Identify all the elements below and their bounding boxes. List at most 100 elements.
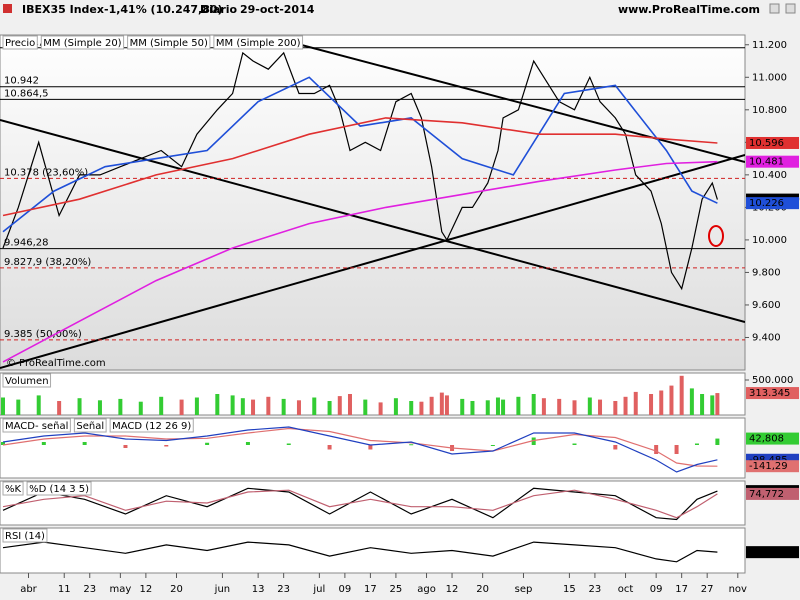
legend-box <box>26 481 92 496</box>
value-badge-label: 42,808 <box>749 434 784 445</box>
site: www.ProRealTime.com <box>618 3 760 16</box>
legend-label: Precio <box>5 38 35 49</box>
x-tick-label: 17 <box>364 584 377 595</box>
date: 29-oct-2014 <box>240 3 315 16</box>
level-label: 9.946,28 <box>4 238 49 249</box>
x-tick-label: 12 <box>446 584 459 595</box>
x-tick-label: 13 <box>252 584 265 595</box>
x-tick-label: sep <box>515 584 533 595</box>
legend-box <box>73 418 107 433</box>
bar <box>286 443 291 445</box>
bar <box>531 394 536 415</box>
period: Diario <box>200 3 238 16</box>
bar <box>337 396 342 415</box>
value-badge-label: -141,29 <box>749 461 788 472</box>
value-badge-label: 10.481 <box>749 157 784 168</box>
level-label: 9.385 (50,00%) <box>4 329 82 340</box>
bar <box>613 445 618 450</box>
value-badge-label: 10.226 <box>749 198 784 209</box>
x-tick-label: 25 <box>390 584 403 595</box>
legend-box <box>2 35 38 50</box>
bar <box>57 401 62 415</box>
x-tick-label: 09 <box>339 584 352 595</box>
bar <box>557 398 562 415</box>
level-label: 10.864,5 <box>4 88 49 99</box>
trend-lines <box>0 37 745 369</box>
bar <box>541 398 546 415</box>
value-badge <box>746 487 799 500</box>
y-tick-label: 500.000 <box>752 375 793 386</box>
trend-line <box>274 37 745 163</box>
bar <box>41 442 46 445</box>
x-tick-label: nov <box>729 584 747 595</box>
bar <box>715 438 720 445</box>
y-tick-label: 10.000 <box>752 235 787 246</box>
bar <box>123 445 128 448</box>
bar <box>240 398 245 415</box>
panel-content <box>1 426 720 473</box>
legend-box <box>2 528 48 543</box>
value-badge <box>746 136 799 149</box>
icon[interactable] <box>3 4 12 13</box>
series-line <box>2 160 718 363</box>
y-tick-label: 9.600 <box>752 300 781 311</box>
bar <box>251 399 256 415</box>
x-tick-label: 17 <box>675 584 688 595</box>
x-tick-label: 27 <box>701 584 714 595</box>
legend-label: Volumen <box>5 376 49 387</box>
legend-label: MM (Simple 50) <box>130 38 208 49</box>
legend-box <box>40 35 125 50</box>
bar <box>613 401 618 415</box>
bar <box>205 442 210 445</box>
y-tick-label: 9.400 <box>752 332 781 343</box>
value-badge <box>746 155 799 168</box>
legend-label: RSI (14) <box>5 531 45 542</box>
legend-box <box>213 35 304 50</box>
button[interactable] <box>769 3 780 14</box>
bar <box>97 400 102 415</box>
level-label: 9.827,9 (38,20%) <box>4 257 91 268</box>
bar <box>118 398 123 415</box>
bar <box>159 396 164 415</box>
bar <box>16 399 21 415</box>
legend-box <box>2 481 24 496</box>
bar <box>674 445 679 454</box>
panel-content <box>1 375 720 415</box>
x-tick-label: 23 <box>83 584 96 595</box>
legend-label: %D (14 3 5) <box>29 484 89 495</box>
bar <box>516 396 521 415</box>
y-tick-label: 10.800 <box>752 105 787 116</box>
legend-label: MM (Simple 20) <box>43 38 121 49</box>
x-tick-label: 12 <box>140 584 153 595</box>
bar <box>312 397 317 415</box>
x-tick-label: 23 <box>589 584 602 595</box>
bar <box>669 385 674 415</box>
value-badge <box>746 197 799 210</box>
x-tick-label: ago <box>417 584 436 595</box>
x-tick-label: 20 <box>476 584 489 595</box>
level-label: 10.378 (23,60%) <box>4 167 88 178</box>
bar <box>587 397 592 415</box>
bar <box>281 398 286 415</box>
bar <box>393 398 398 415</box>
main-panel <box>0 34 746 371</box>
bar <box>679 375 684 415</box>
bar <box>164 445 169 447</box>
y-tick-label: 11.200 <box>752 40 787 51</box>
x-tick-label: 20 <box>170 584 183 595</box>
bar <box>429 396 434 415</box>
bar <box>36 395 41 415</box>
bar <box>572 400 577 415</box>
button[interactable] <box>785 3 796 14</box>
bar <box>715 393 720 415</box>
rsi-panel <box>0 527 746 574</box>
trend-line <box>0 119 745 323</box>
stochastic-panel <box>0 480 746 526</box>
bar <box>296 400 301 415</box>
bar <box>378 402 383 415</box>
annotation-circle <box>708 225 724 247</box>
legend-label: %K <box>5 484 22 495</box>
volume-panel <box>0 372 746 416</box>
